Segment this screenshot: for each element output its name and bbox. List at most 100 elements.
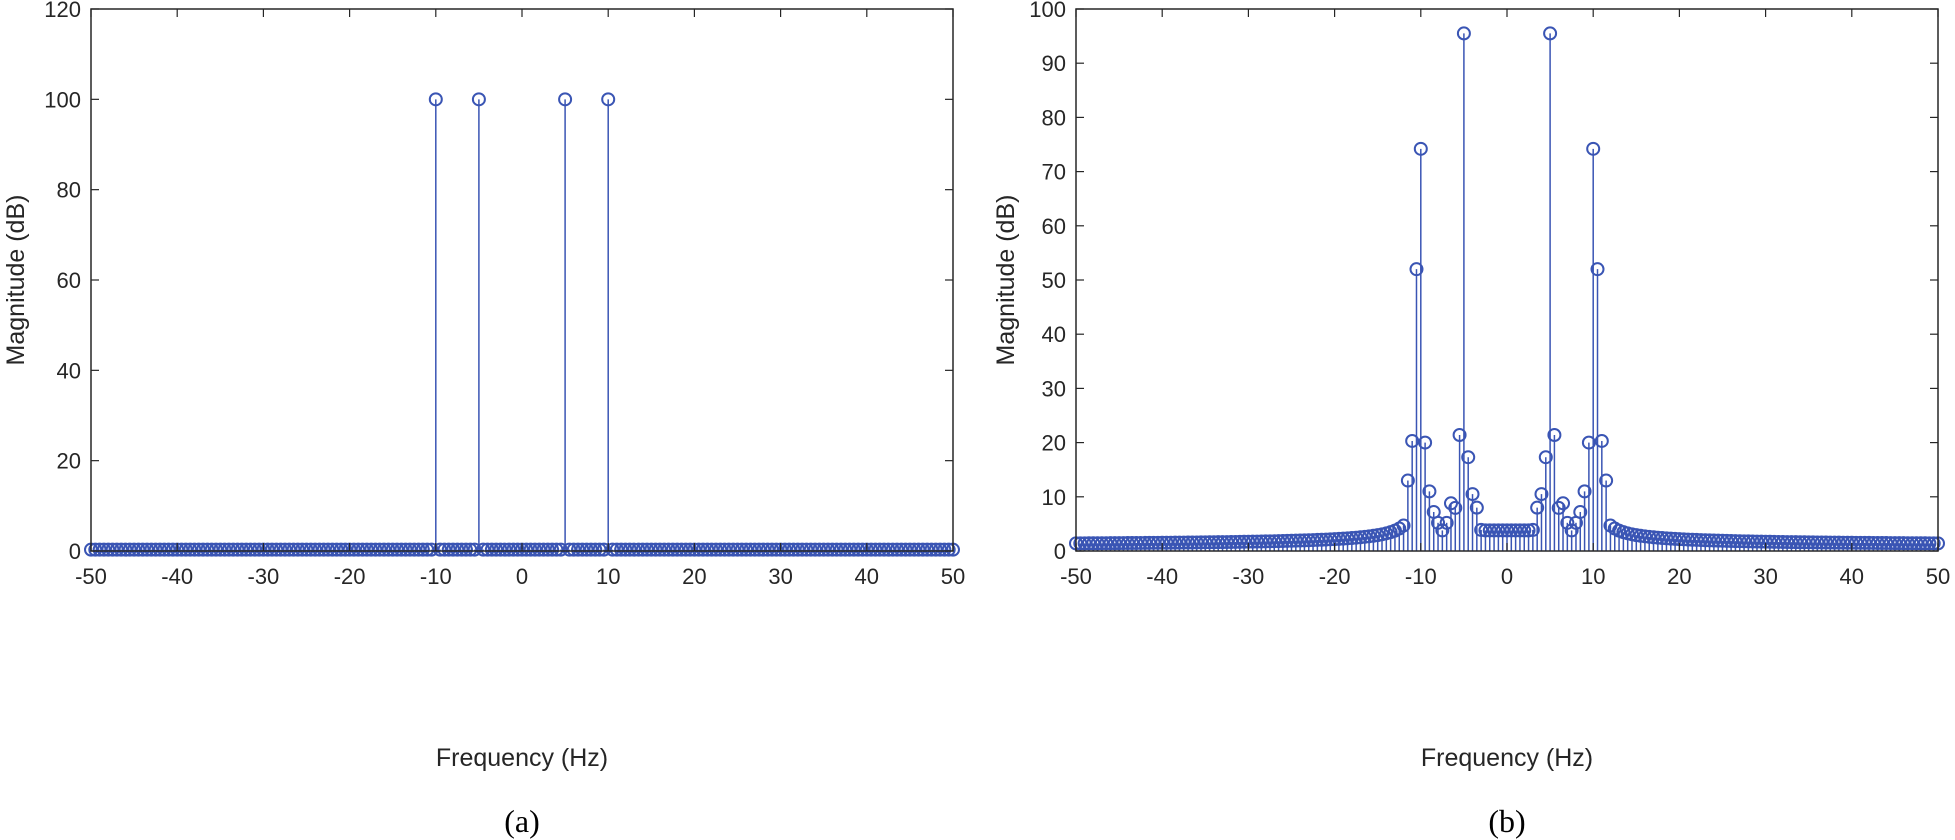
plot-frame-a [90,8,954,552]
stem-marker [1443,496,1458,511]
stem-marker [1461,450,1476,465]
stem-marker [1465,487,1480,502]
stem-marker [1521,523,1536,538]
y-tick-label: 100 [1029,0,1066,22]
stem-marker [937,542,952,557]
stem-marker [1439,515,1454,530]
y-tick-label: 70 [1042,160,1066,185]
chart-panel-a: -50 -40 -30 -20 -10 0 10 20 30 40 50 0 20 40 60 80 100 1… [2,0,965,839]
y-tick-label: 90 [1042,51,1066,76]
x-tick-label: 40 [1840,564,1864,589]
stem-marker [1409,262,1424,277]
stem-marker [1646,530,1661,545]
stem-marker [588,542,603,557]
stem-marker [1405,433,1420,448]
stem-marker [1599,473,1614,488]
x-tick-label: 0 [1501,564,1513,589]
x-tick-label: 40 [855,564,879,589]
x-axis-label-a: Frequency (Hz) [436,744,608,772]
stem-marker [1551,500,1566,515]
y-tick-label: 100 [44,87,81,112]
chart-panel-b: -50 -40 -30 -20 -10 0 10 20 30 40 50 0 10 20 30 40 50 60… [992,0,1950,839]
stem-marker [1547,428,1562,443]
stem-marker [941,542,956,557]
y-ticks-b: 0 10 20 30 40 50 60 70 80 90 100 [1029,0,1938,564]
x-ticks-b: -50 -40 -30 -20 -10 0 10 20 30 40 50 [1060,9,1950,589]
x-tick-label: 10 [1581,564,1605,589]
stem-marker [1353,530,1368,545]
x-tick-label: 10 [596,564,620,589]
stem-marker [1922,536,1937,551]
y-tick-label: 50 [1042,268,1066,293]
stem-marker [1538,450,1553,465]
stem-marker [1577,484,1592,499]
y-axis-label-a: Magnitude (dB) [2,195,30,366]
y-tick-label: 80 [57,178,81,203]
x-tick-label: 0 [516,564,528,589]
stem-marker [1422,484,1437,499]
x-tick-label: -50 [1060,564,1092,589]
stem-marker [1926,536,1941,551]
stem-marker [1452,428,1467,443]
y-tick-label: 60 [1042,214,1066,239]
stem-marker [1435,523,1450,538]
x-axis-label-b: Frequency (Hz) [1421,744,1593,772]
stem-marker [601,92,616,107]
y-tick-label: 120 [44,0,81,22]
stem-series-a [84,92,960,557]
y-tick-label: 20 [57,449,81,474]
plot-frame-b [1075,8,1939,552]
x-ticks-a: -50 -40 -30 -20 -10 0 10 20 30 40 50 [75,9,965,589]
stem-marker [1560,515,1575,530]
stem-marker [415,542,430,557]
stem-marker [1573,504,1588,519]
stem-marker [1431,515,1446,530]
x-tick-label: -40 [161,564,193,589]
stem-marker [1456,26,1471,41]
stem-marker [1525,522,1540,537]
x-tick-label: 20 [682,564,706,589]
x-tick-label: 30 [1753,564,1777,589]
y-tick-label: 40 [1042,322,1066,347]
x-tick-label: -50 [75,564,107,589]
stem-marker [1564,523,1579,538]
panel-label-b: (b) [1488,803,1525,839]
stem-marker [1594,433,1609,448]
x-tick-label: 20 [1667,564,1691,589]
stem-marker [1534,487,1549,502]
x-tick-label: -10 [420,564,452,589]
stem-marker [558,92,573,107]
y-tick-label: 0 [1054,539,1066,564]
stem-marker [428,92,443,107]
stem-marker [1556,496,1571,511]
x-tick-label: 50 [1926,564,1950,589]
stem-marker [458,542,473,557]
x-tick-label: -20 [1319,564,1351,589]
x-tick-label: 50 [941,564,965,589]
stem-marker [471,92,486,107]
x-tick-label: -10 [1405,564,1437,589]
stem-marker [1344,531,1359,546]
stem-marker [1517,523,1532,538]
stem-marker [1396,518,1411,533]
stem-marker [1590,262,1605,277]
y-tick-label: 80 [1042,105,1066,130]
x-tick-label: -30 [1233,564,1265,589]
x-tick-label: 30 [768,564,792,589]
y-tick-label: 20 [1042,431,1066,456]
stem-marker [1581,435,1596,450]
stem-marker [545,542,560,557]
stem-marker [1530,500,1545,515]
panel-label-a: (a) [504,803,540,839]
y-axis-label-b: Magnitude (dB) [992,195,1020,366]
stem-marker [1349,530,1364,545]
stem-marker [1586,141,1601,156]
x-tick-label: -40 [1146,564,1178,589]
stem-series-b [1069,26,1945,551]
stem-marker [1418,435,1433,450]
y-ticks-a: 0 20 40 60 80 100 120 [44,0,953,564]
y-tick-label: 40 [57,358,81,383]
x-tick-label: -20 [334,564,366,589]
stem-marker [1413,141,1428,156]
